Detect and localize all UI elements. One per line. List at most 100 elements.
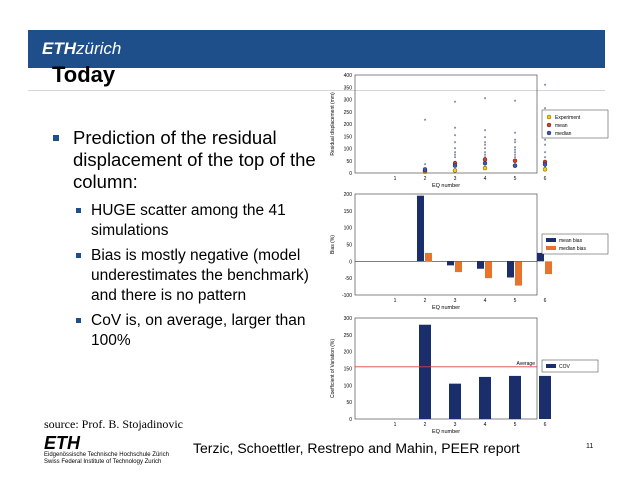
simulation-point: * [454,154,457,160]
sub-bullet-text: CoV is, on average, larger than 100% [91,312,306,349]
simulation-point: * [484,98,487,104]
x-tick-label: 1 [394,298,397,304]
simulation-point: * [484,137,487,143]
x-tick-label: 5 [514,176,517,182]
legend-label: median bias [559,246,586,252]
simulation-point: * [484,151,487,157]
x-tick-label: 3 [454,298,457,304]
y-tick-label: 50 [346,400,352,406]
series-point [422,167,428,172]
cov-bar [539,375,551,419]
y-tick-label: 100 [344,147,353,153]
page-number: 11 [586,443,594,450]
y-tick-label: 150 [344,367,353,373]
x-tick-label: 2 [424,176,427,182]
y-tick-label: 300 [344,316,353,322]
cov-bar [419,324,431,419]
simulation-point: * [454,134,457,140]
series-point [512,163,518,168]
bias-bar [507,261,514,278]
legend-box [541,109,609,139]
x-tick-label: 6 [544,298,547,304]
simulation-point: * [514,100,517,106]
y-tick-label: 250 [344,333,353,339]
bullet-square-icon [76,253,81,258]
bias-chart: -100 -50 0 50 100 150 200 Bias (%) EQ number 1 2 3 4… [330,192,609,311]
y-tick-label: 200 [344,350,353,356]
y-tick-label: -100 [342,293,352,299]
y-tick-label: 0 [349,171,352,177]
legend-label: Experiment [555,115,581,121]
title-divider [28,68,605,91]
plot-frame [354,193,538,296]
simulation-point: * [544,84,547,90]
simulation-point: * [484,142,487,148]
y-tick-label: 300 [344,98,353,104]
x-axis-label: EQ number [432,183,460,189]
series-point [542,167,548,172]
y-tick-label: 0 [349,417,352,423]
main-bullet-text: Prediction of the residual displacement … [73,127,316,192]
simulation-point: * [454,148,457,154]
x-tick-label: 3 [454,176,457,182]
slide-title: Today [52,62,116,87]
simulation-point: * [544,139,547,145]
simulation-point: * [544,151,547,157]
eth-zurich-logo: ETHzürich [42,39,122,58]
simulation-point: * [454,142,457,148]
x-tick-label: 2 [424,422,427,428]
legend-swatch [546,364,556,368]
simulation-point: * [544,164,547,170]
bias-bar [477,261,484,269]
bullet-square-icon [76,318,81,323]
sub-bullet-list: HUGE scatter among the 41 simulations Bi… [46,201,321,351]
simulation-point: * [454,101,457,107]
series-point [452,168,458,173]
y-tick-label: 200 [344,192,353,198]
simulation-point: * [454,151,457,157]
y-tick-label: 400 [344,73,353,79]
y-tick-label: 0 [349,259,352,265]
simulation-point: * [454,165,457,171]
x-tick-label: 6 [544,176,547,182]
average-label: Average [516,361,535,367]
eth-footer-line: Eidgenössische Technische Hochschule Zür… [44,452,169,458]
simulation-point: * [514,132,517,138]
simulation-point: * [514,147,517,153]
y-axis-label: Residual displacement (mm) [330,92,336,156]
bias-bar [417,195,424,262]
y-tick-label: 150 [344,209,353,215]
legend-swatch [546,238,556,242]
bullet-square-icon [53,135,59,141]
legend-label: median [555,131,572,137]
y-tick-label: 50 [346,243,352,249]
sub-bullet-text: HUGE scatter among the 41 simulations [91,202,286,239]
series-point [452,163,458,168]
series-point [482,161,488,166]
eth-footer-logo: ETH [44,433,80,453]
simulation-point: * [544,144,547,150]
series-point [482,165,488,171]
sub-bullet-text: Bias is mostly negative (model underesti… [91,247,309,304]
y-axis-label: Coefficient of Variation (%) [330,339,336,398]
simulation-point: * [424,164,427,170]
y-tick-label: 50 [346,159,352,165]
x-tick-label: 5 [514,422,517,428]
sub-bullet: CoV is, on average, larger than 100% [46,311,321,351]
simulation-point: * [484,148,487,154]
cov-bar [509,375,521,419]
simulation-point: * [454,127,457,133]
simulation-point: * [484,154,487,160]
bullet-list: Prediction of the residual displacement … [46,127,321,356]
series-point [482,157,488,162]
eth-header-bar: ETHzürich [28,30,605,68]
y-axis-label: Bias (%) [330,235,336,254]
legend-swatch [546,246,556,250]
legend-marker [546,122,552,128]
eth-footer-line: Swiss Federal Institute of Technology Zu… [44,459,162,465]
y-tick-label: 200 [344,122,353,128]
simulation-point: * [514,139,517,145]
source-note: source: Prof. B. Stojadinovic [44,417,183,431]
simulation-point: * [514,142,517,148]
simulation-point: * [454,156,457,162]
